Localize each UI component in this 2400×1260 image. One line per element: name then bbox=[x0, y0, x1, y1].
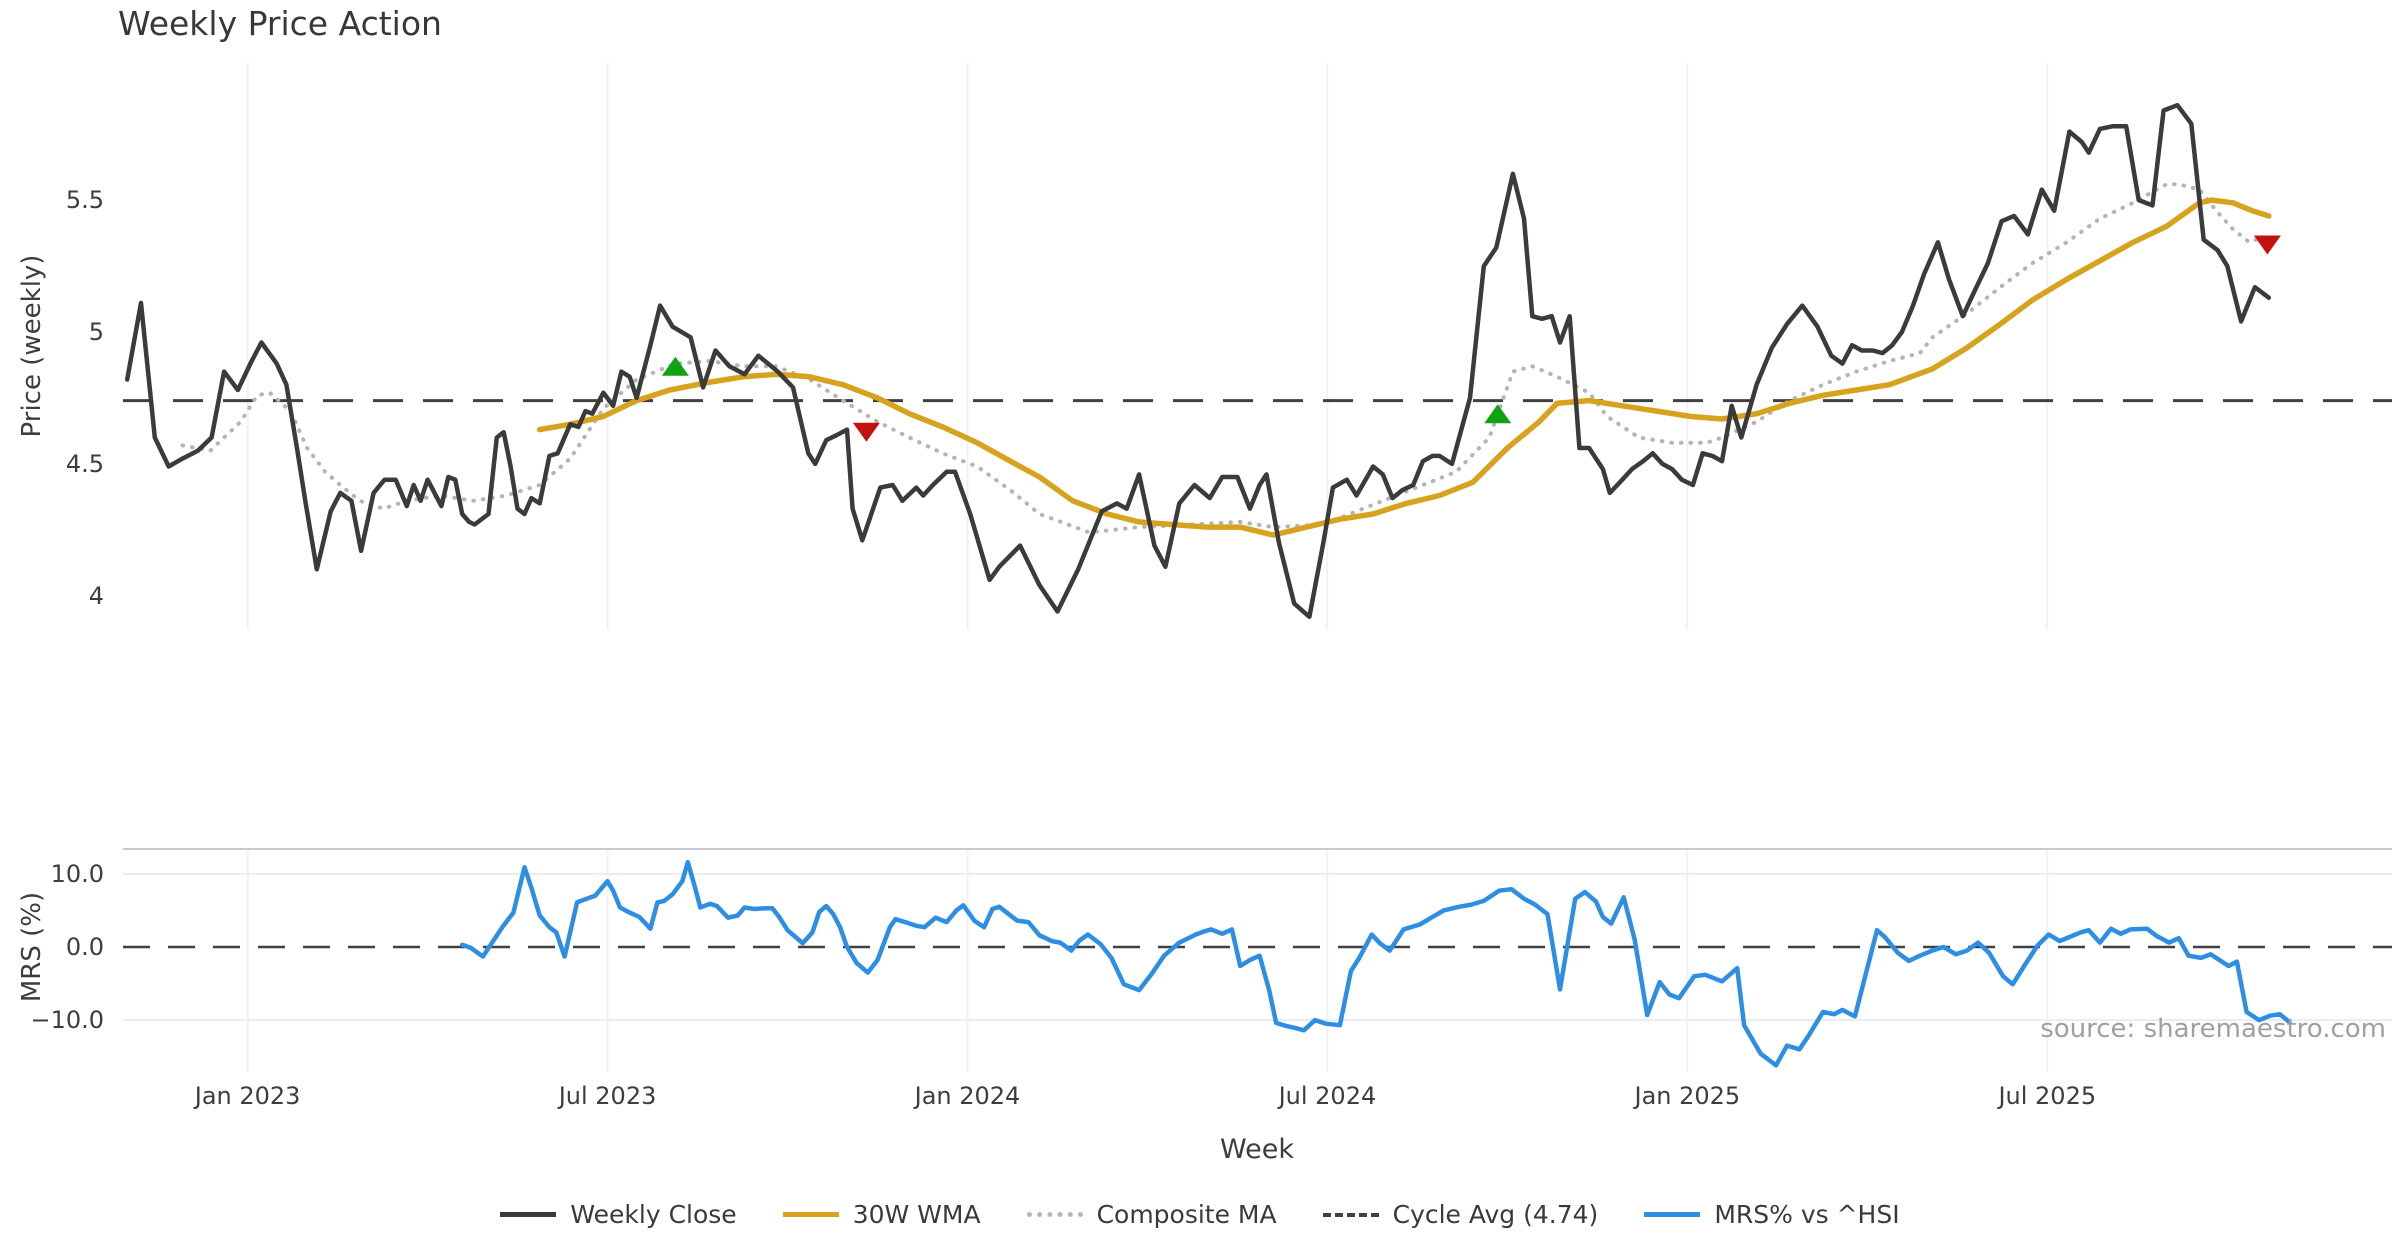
price-ytick-label: 5 bbox=[88, 317, 104, 346]
x-tick-label: Jan 2025 bbox=[1634, 1082, 1741, 1110]
price-ytick-label: 4.5 bbox=[65, 449, 104, 478]
x-tick-label: Jul 2024 bbox=[1278, 1082, 1377, 1110]
weekly-close-line bbox=[124, 102, 2272, 620]
mrs-line bbox=[459, 859, 2292, 1068]
cycle-avg-line-swatch bbox=[1322, 1212, 1379, 1217]
price-ytick-label: 4 bbox=[88, 581, 104, 610]
mrs-ytick-label: −10.0 bbox=[30, 1006, 104, 1035]
wma-line bbox=[536, 197, 2272, 538]
x-tick-label: Jul 2025 bbox=[1998, 1082, 2097, 1110]
composite-ma-line-swatch bbox=[1026, 1212, 1083, 1217]
legend-label: MRS% vs ^HSI bbox=[1714, 1200, 1900, 1229]
x-tick-label: Jul 2023 bbox=[558, 1082, 657, 1110]
buy-signal-triangle-up-icon bbox=[1484, 404, 1512, 424]
legend-label: 30W WMA bbox=[852, 1200, 981, 1229]
legend-label: Cycle Avg (4.74) bbox=[1392, 1200, 1599, 1229]
page-title: Weekly Price Action bbox=[118, 4, 442, 43]
price-ytick-label: 5.5 bbox=[65, 186, 104, 215]
legend-item-cycle-avg: Cycle Avg (4.74) bbox=[1322, 1200, 1599, 1229]
legend-item-composite-ma: Composite MA bbox=[1026, 1200, 1277, 1229]
composite-ma-line bbox=[180, 182, 2264, 535]
legend-item-30w-wma: 30W WMA bbox=[782, 1200, 981, 1229]
x-axis-label: Week bbox=[1220, 1134, 1294, 1165]
x-tick-label: Jan 2023 bbox=[194, 1082, 301, 1110]
x-tick-label: Jan 2024 bbox=[914, 1082, 1021, 1110]
buy-signal-triangle-up-icon bbox=[661, 356, 689, 376]
mrs-ytick-label: 0.0 bbox=[65, 932, 104, 961]
legend-label: Weekly Close bbox=[570, 1200, 737, 1229]
price-axis-label: Price (weekly) bbox=[17, 254, 47, 438]
wma-line-swatch bbox=[782, 1212, 839, 1217]
mrs-line-swatch bbox=[1644, 1212, 1701, 1217]
sell-signal-triangle-down-icon bbox=[852, 422, 880, 442]
weekly-close-line-swatch bbox=[500, 1212, 557, 1217]
legend-item-weekly-close: Weekly Close bbox=[500, 1200, 737, 1229]
legend-label: Composite MA bbox=[1096, 1200, 1277, 1229]
sell-signal-triangle-down-icon bbox=[2253, 235, 2281, 255]
legend: Weekly Close 30W WMA Composite MA Cycle … bbox=[0, 1200, 2400, 1229]
source-credit: source: sharemaestro.com bbox=[2040, 1014, 2386, 1044]
legend-item-mrs: MRS% vs ^HSI bbox=[1644, 1200, 1900, 1229]
mrs-ytick-label: 10.0 bbox=[50, 859, 104, 888]
